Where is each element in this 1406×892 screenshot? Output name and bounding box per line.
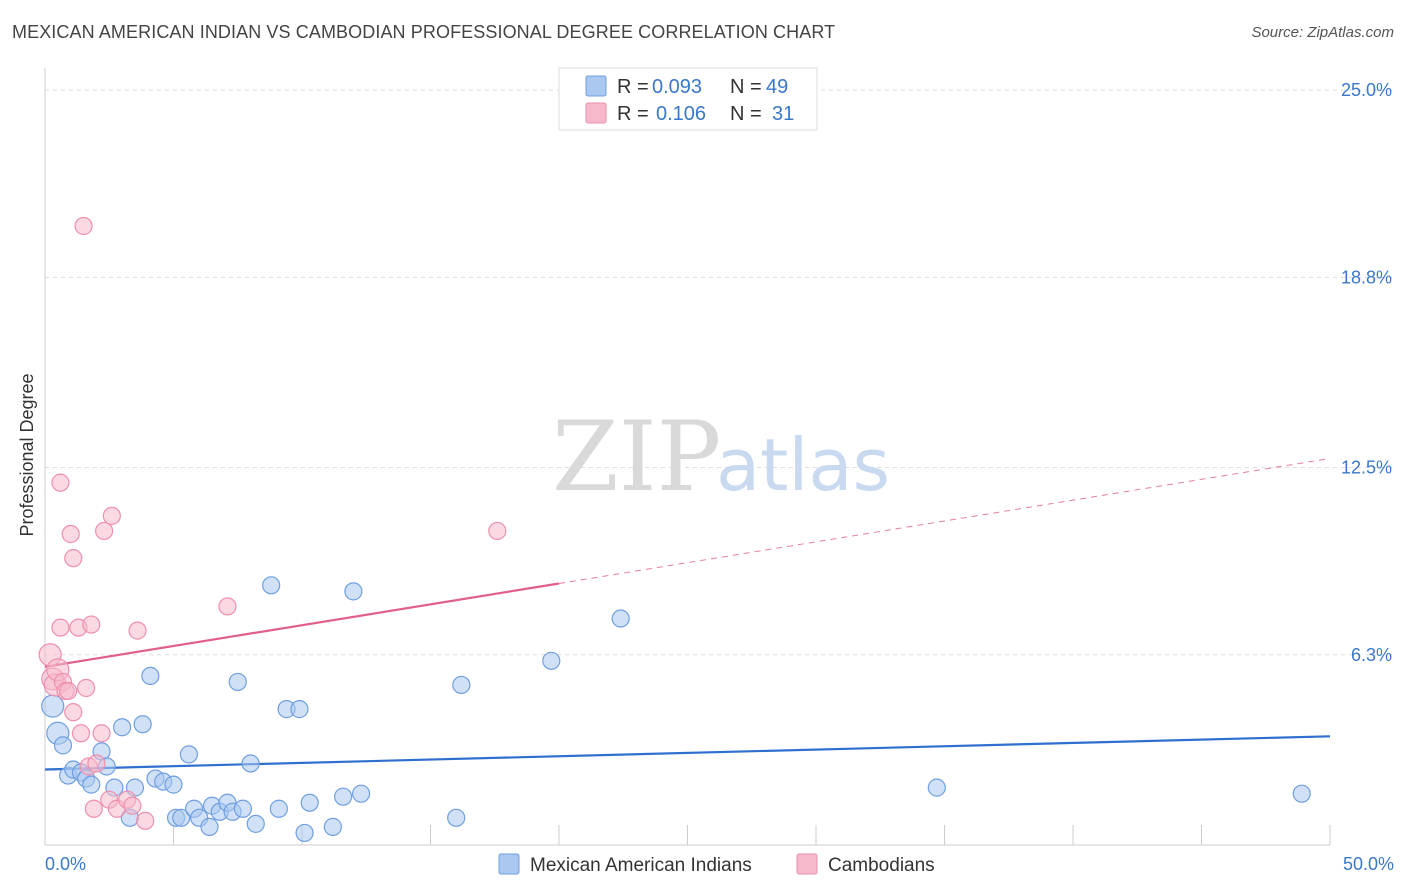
data-point-blue [228,672,247,692]
y-tick-label: 6.3% [1351,645,1392,665]
bottom-legend-label-2: Cambodians [828,855,935,876]
bottom-legend-swatch-blue [498,853,520,875]
data-point-pink [92,724,111,743]
data-point-pink [82,615,101,634]
trend-line-pink [44,582,560,668]
y-tick-label: 25.0% [1341,80,1392,100]
x-tick-label: 50.0% [1343,854,1394,874]
legend-r-label-1: R = [617,76,649,98]
data-point-blue [200,817,219,836]
data-point-pink [136,811,155,830]
data-point-pink [84,799,103,818]
data-point-blue [295,823,314,843]
bottom-legend-label-1: Mexican American Indians [530,855,752,876]
y-axis-label: Professional Degree [17,373,37,536]
data-point-blue [53,736,73,755]
source-label: Source: ZipAtlas.com [1251,24,1394,41]
data-point-pink [51,473,70,492]
legend-r-value-2: 0.106 [656,103,706,125]
data-point-blue [172,808,191,827]
x-tick-labels: 0.0% 50.0% [45,854,1394,874]
data-point-blue [112,718,132,737]
data-point-pink [51,618,70,637]
data-point-blue [323,817,342,836]
data-point-blue [164,775,183,794]
data-point-blue [133,715,152,734]
legend-n-value-1: 49 [766,76,788,98]
legend-swatch-blue [585,75,607,97]
data-point-pink [71,724,91,743]
data-point-pink [74,216,93,236]
data-point-blue [927,778,946,797]
legend-n-label-2: N = [730,103,762,125]
data-point-pink [218,597,237,616]
data-point-blue [246,814,265,833]
axes [44,68,1331,846]
data-point-blue [269,799,288,818]
data-point-blue [82,775,101,794]
data-point-blue [233,799,252,818]
data-point-pink [64,703,83,722]
data-point-pink [77,678,96,698]
data-point-pink [87,754,106,773]
data-point-pink [61,524,80,544]
y-tick-label: 12.5% [1341,458,1392,478]
legend-n-value-2: 31 [772,103,794,125]
data-point-blue [352,784,371,803]
chart-title: MEXICAN AMERICAN INDIAN VS CAMBODIAN PRO… [12,22,836,42]
legend: R = 0.093 N = 49 R = 0.106 N = 31 [558,67,818,131]
data-point-pink [102,506,121,525]
data-points [38,216,1311,843]
data-point-blue [452,675,471,695]
data-point-pink [64,549,83,568]
legend-swatch-pink [585,102,607,124]
trend-line-blue [44,735,1331,771]
legend-r-value-1: 0.093 [652,76,702,98]
legend-r-label-2: R = [617,103,649,125]
bottom-legend-swatch-pink [796,853,818,875]
data-point-blue [334,787,353,806]
data-point-blue [344,582,363,601]
bottom-legend: Mexican American Indians Cambodians [498,853,935,876]
data-point-blue [290,700,309,719]
x-tick-label: 0.0% [45,854,86,874]
trend-line-extension-pink [558,457,1331,584]
data-point-blue [447,808,466,827]
grid-lines [45,89,1392,656]
y-tick-label: 18.8% [1341,267,1392,287]
data-point-blue [141,666,160,686]
data-point-pink [488,521,507,541]
y-tick-labels: 6.3% 12.5% 18.8% 25.0% [1341,80,1392,665]
legend-n-label-1: N = [730,76,762,98]
data-point-blue [300,793,319,812]
data-point-blue [542,651,561,670]
data-point-pink [128,621,147,640]
data-point-blue [179,745,199,764]
data-point-pink [123,796,142,815]
data-point-pink [59,681,78,701]
data-point-blue [611,609,630,628]
data-point-blue [1292,784,1311,803]
watermark-zip: ZIP [552,401,721,513]
data-point-blue [262,576,281,595]
data-point-pink [95,521,114,541]
watermark-atlas: atlas [716,423,890,507]
data-point-blue [241,754,260,773]
